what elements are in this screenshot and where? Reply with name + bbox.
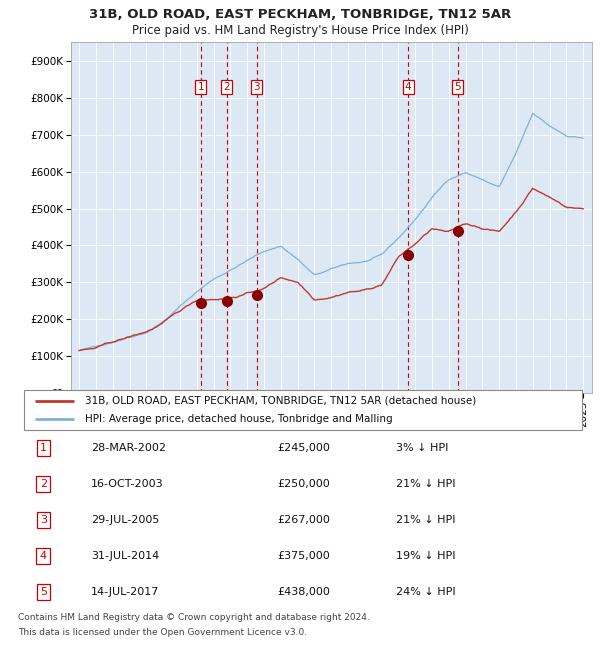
Text: 5: 5 (40, 587, 47, 597)
Text: HPI: Average price, detached house, Tonbridge and Malling: HPI: Average price, detached house, Tonb… (85, 414, 393, 424)
Text: £375,000: £375,000 (277, 551, 330, 561)
Text: 31-JUL-2014: 31-JUL-2014 (91, 551, 160, 561)
Text: 2: 2 (224, 82, 230, 92)
FancyBboxPatch shape (24, 390, 582, 430)
Text: 19% ↓ HPI: 19% ↓ HPI (396, 551, 455, 561)
Text: 14-JUL-2017: 14-JUL-2017 (91, 587, 160, 597)
Text: £250,000: £250,000 (277, 479, 330, 489)
Text: Contains HM Land Registry data © Crown copyright and database right 2024.: Contains HM Land Registry data © Crown c… (18, 613, 370, 622)
Text: This data is licensed under the Open Government Licence v3.0.: This data is licensed under the Open Gov… (18, 628, 307, 637)
Text: 3% ↓ HPI: 3% ↓ HPI (396, 443, 448, 453)
Text: 21% ↓ HPI: 21% ↓ HPI (396, 479, 455, 489)
Text: 16-OCT-2003: 16-OCT-2003 (91, 479, 164, 489)
Text: 1: 1 (197, 82, 204, 92)
Text: 3: 3 (253, 82, 260, 92)
Text: Price paid vs. HM Land Registry's House Price Index (HPI): Price paid vs. HM Land Registry's House … (131, 24, 469, 37)
Text: 3: 3 (40, 515, 47, 525)
Text: 31B, OLD ROAD, EAST PECKHAM, TONBRIDGE, TN12 5AR: 31B, OLD ROAD, EAST PECKHAM, TONBRIDGE, … (89, 8, 511, 21)
Text: 2: 2 (40, 479, 47, 489)
Text: 4: 4 (405, 82, 412, 92)
Text: £267,000: £267,000 (277, 515, 331, 525)
Text: 28-MAR-2002: 28-MAR-2002 (91, 443, 166, 453)
Text: 24% ↓ HPI: 24% ↓ HPI (396, 587, 455, 597)
Text: £438,000: £438,000 (277, 587, 331, 597)
Text: 5: 5 (455, 82, 461, 92)
Text: 29-JUL-2005: 29-JUL-2005 (91, 515, 160, 525)
Text: 31B, OLD ROAD, EAST PECKHAM, TONBRIDGE, TN12 5AR (detached house): 31B, OLD ROAD, EAST PECKHAM, TONBRIDGE, … (85, 396, 476, 406)
Text: 21% ↓ HPI: 21% ↓ HPI (396, 515, 455, 525)
Text: 1: 1 (40, 443, 47, 453)
Text: £245,000: £245,000 (277, 443, 331, 453)
Text: 4: 4 (40, 551, 47, 561)
